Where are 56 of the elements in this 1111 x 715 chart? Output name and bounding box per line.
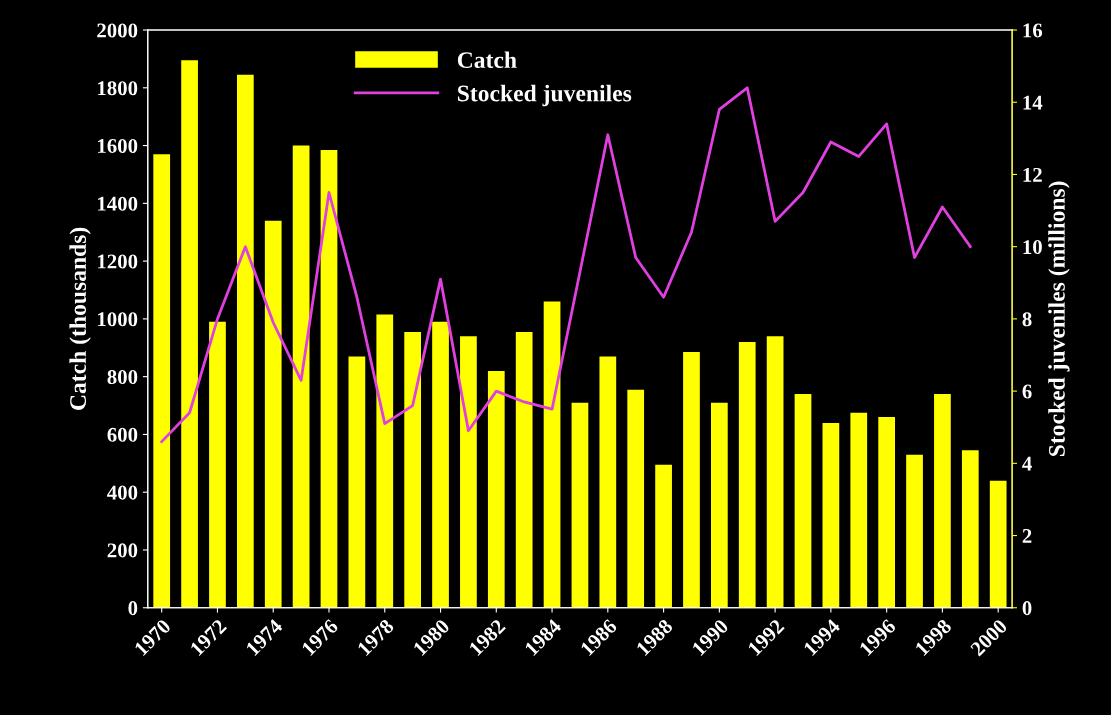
- y2-tick-label: 6: [1022, 384, 1032, 399]
- bar: [794, 393, 812, 608]
- line-series: [160, 86, 972, 444]
- y-tick-label: 2000: [97, 23, 138, 38]
- bar: [989, 480, 1007, 608]
- y-tick-label: 0: [128, 601, 138, 616]
- bar: [487, 370, 505, 608]
- legend-label: Stocked juveniles: [457, 84, 632, 107]
- y2-tick-label: 8: [1022, 312, 1032, 327]
- y-tick-label: 1600: [98, 138, 138, 154]
- bar: [599, 356, 617, 608]
- bar: [432, 321, 449, 608]
- bar: [850, 412, 868, 608]
- y-tick-label: 200: [107, 543, 138, 558]
- bar: [710, 402, 728, 608]
- bar: [376, 314, 394, 608]
- bar: [934, 393, 951, 608]
- y-tick-label: 800: [107, 370, 138, 385]
- bar: [320, 149, 338, 608]
- y-tick-label: 600: [107, 427, 138, 442]
- y-tick-label: 1800: [98, 81, 138, 96]
- y-tick-label: 1000: [98, 312, 138, 327]
- bar: [655, 464, 672, 608]
- y2-tick-label: 2: [1022, 528, 1032, 543]
- y2-axis-title: Stocked juveniles (millions): [1048, 181, 1070, 457]
- y-axis-title: Catch (thousands): [69, 227, 91, 410]
- bar: [878, 417, 896, 608]
- y2-tick-label: 12: [1023, 167, 1042, 182]
- bar: [738, 342, 756, 608]
- y2-tick-label: 10: [1023, 240, 1042, 255]
- bar: [822, 422, 840, 608]
- bar: [627, 389, 645, 608]
- bar: [766, 336, 784, 608]
- bar: [348, 356, 366, 608]
- y-tick-label: 1200: [98, 254, 138, 269]
- y2-tick-label: 0: [1022, 601, 1032, 616]
- bar: [961, 450, 979, 608]
- y-tick-label: 1400: [98, 196, 138, 211]
- y2-tick-label: 16: [1023, 23, 1043, 38]
- y-tick-label: 400: [107, 485, 138, 500]
- bar: [404, 331, 422, 608]
- bar: [571, 402, 589, 608]
- bar: [209, 321, 226, 608]
- bar: [181, 60, 198, 608]
- bar: [543, 301, 561, 608]
- y2-tick-label: 4: [1022, 456, 1032, 471]
- bar: [515, 331, 533, 608]
- bar: [906, 454, 923, 608]
- legend-label: Catch: [457, 51, 517, 69]
- bar: [292, 145, 310, 608]
- bar: [460, 336, 477, 608]
- bar: [236, 74, 254, 608]
- bar: [683, 352, 700, 608]
- y2-tick-label: 14: [1023, 95, 1043, 110]
- bar: [264, 220, 282, 608]
- bar: [153, 154, 171, 608]
